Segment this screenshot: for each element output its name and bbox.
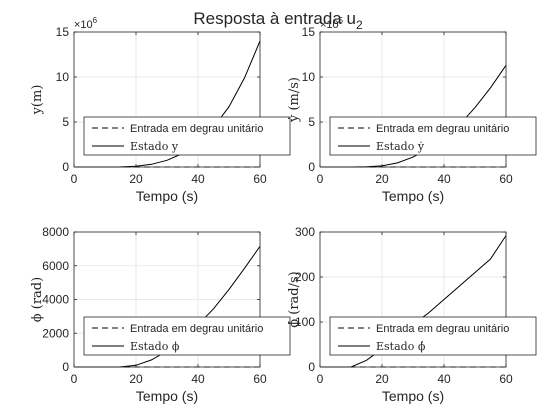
x-tick-label: 40 xyxy=(437,372,451,386)
y-tick-label: 8000 xyxy=(42,225,69,239)
figure-title-main: Resposta à entrada u xyxy=(193,9,356,28)
y-tick-label: 5 xyxy=(62,115,69,129)
x-tick-label: 0 xyxy=(317,172,324,186)
y-tick-label: 10 xyxy=(56,70,70,84)
y-tick-label: 10 xyxy=(302,70,316,84)
y-axis-label: ϕ̇ (rad/s) xyxy=(287,271,302,327)
y-axis-label: ẏ (m/s) xyxy=(287,77,302,123)
legend: Entrada em degrau unitário Estado y xyxy=(84,117,290,155)
x-axis-label: Tempo (s) xyxy=(136,388,198,404)
legend: Entrada em degrau unitário Estado ϕ xyxy=(84,317,290,355)
x-tick-label: 60 xyxy=(499,372,513,386)
figure-title-subscript: 2 xyxy=(356,18,363,32)
x-axis-label: Tempo (s) xyxy=(382,388,444,404)
x-tick-label: 20 xyxy=(129,172,143,186)
legend-label: Entrada em degrau unitário xyxy=(376,323,509,335)
x-tick-label: 20 xyxy=(129,372,143,386)
legend: Entrada em degrau unitário Estado ϕ̇ xyxy=(330,317,536,355)
x-axis-label: Tempo (s) xyxy=(382,188,444,204)
x-tick-label: 40 xyxy=(191,372,205,386)
y-tick-label: 0 xyxy=(308,360,315,374)
x-tick-label: 20 xyxy=(375,172,389,186)
y-tick-label: 6000 xyxy=(42,259,69,273)
y-tick-label: 15 xyxy=(56,25,70,39)
x-tick-label: 20 xyxy=(375,372,389,386)
legend-label: Estado y xyxy=(130,140,179,153)
legend-label: Entrada em degrau unitário xyxy=(376,123,509,135)
x-tick-label: 60 xyxy=(499,172,513,186)
x-tick-label: 0 xyxy=(71,172,78,186)
x-tick-label: 0 xyxy=(317,372,324,386)
x-tick-label: 40 xyxy=(437,172,451,186)
legend-label: Estado ϕ̇ xyxy=(376,340,426,353)
legend-label: Entrada em degrau unitário xyxy=(130,323,263,335)
y-axis-label: ϕ (rad) xyxy=(30,277,45,322)
y-tick-label: 0 xyxy=(308,160,315,174)
legend: Entrada em degrau unitário Estado ẏ xyxy=(330,117,536,155)
y-tick-label: 300 xyxy=(295,225,315,239)
x-tick-label: 60 xyxy=(253,372,267,386)
x-tick-label: 0 xyxy=(71,372,78,386)
x-axis-label: Tempo (s) xyxy=(136,188,198,204)
legend-label: Estado ϕ xyxy=(130,340,180,353)
x-tick-label: 60 xyxy=(253,172,267,186)
y-axis-label: y(m) xyxy=(30,85,45,116)
y-tick-label: 0 xyxy=(62,360,69,374)
y-tick-label: 4000 xyxy=(42,293,69,307)
legend-label: Estado ẏ xyxy=(376,140,425,153)
legend-label: Entrada em degrau unitário xyxy=(130,123,263,135)
y-tick-label: 0 xyxy=(62,160,69,174)
y-tick-label: 2000 xyxy=(42,326,69,340)
x-tick-label: 40 xyxy=(191,172,205,186)
y-tick-label: 5 xyxy=(308,115,315,129)
